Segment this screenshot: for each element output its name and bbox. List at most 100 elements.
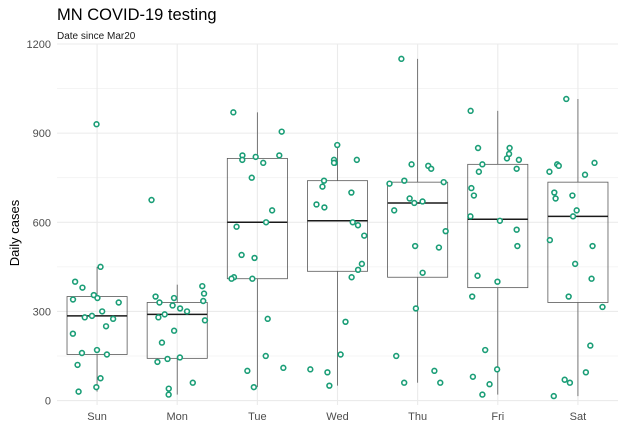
- data-point: [319, 183, 326, 190]
- data-point: [513, 165, 520, 172]
- data-point: [78, 349, 86, 357]
- data-point: [419, 269, 426, 276]
- data-point: [252, 153, 259, 161]
- data-point: [419, 198, 426, 205]
- data-point: [469, 373, 477, 380]
- data-point: [435, 244, 443, 251]
- data-point: [496, 217, 504, 224]
- boxplot: [547, 98, 609, 397]
- data-point: [493, 366, 501, 373]
- data-point: [102, 323, 110, 330]
- data-point: [563, 95, 570, 103]
- x-tick-label: Wed: [326, 411, 348, 423]
- data-point: [115, 299, 122, 306]
- data-point: [88, 312, 96, 320]
- x-tick-label: Sun: [87, 411, 107, 423]
- data-point: [248, 174, 255, 181]
- data-point: [307, 366, 314, 373]
- data-point: [546, 168, 553, 175]
- data-point: [321, 204, 328, 211]
- data-point: [550, 392, 557, 400]
- data-point: [164, 355, 171, 363]
- data-point: [393, 352, 400, 360]
- data-point: [349, 219, 356, 226]
- data-point: [565, 293, 572, 300]
- data-point: [238, 251, 245, 259]
- data-point: [268, 207, 276, 214]
- data-point: [200, 297, 207, 305]
- data-point: [353, 156, 361, 164]
- data-point: [326, 382, 333, 389]
- data-point: [552, 195, 559, 202]
- data-point: [260, 159, 267, 167]
- data-point: [468, 184, 475, 192]
- data-point: [348, 274, 355, 281]
- data-point: [280, 364, 287, 372]
- data-point: [264, 315, 271, 323]
- data-point: [244, 367, 251, 375]
- data-point: [358, 260, 366, 268]
- data-point: [515, 156, 523, 164]
- data-point: [93, 383, 100, 391]
- data-point: [169, 302, 176, 309]
- data-point: [582, 369, 590, 376]
- y-tick-label: 1200: [27, 39, 51, 51]
- data-point: [408, 161, 415, 168]
- data-point: [93, 121, 100, 128]
- jitter-points: [69, 55, 606, 400]
- data-point: [154, 358, 161, 366]
- data-point: [398, 55, 405, 63]
- data-point: [148, 196, 155, 204]
- data-point: [183, 308, 191, 315]
- data-point: [324, 369, 331, 376]
- data-point: [250, 383, 258, 391]
- data-point: [412, 305, 420, 312]
- data-point: [591, 159, 598, 167]
- data-point: [479, 161, 486, 168]
- data-point: [588, 275, 595, 282]
- data-point: [513, 226, 520, 233]
- data-point: [411, 199, 418, 207]
- data-point: [176, 354, 184, 361]
- data-point: [342, 318, 349, 326]
- y-tick-label: 900: [33, 128, 51, 140]
- data-point: [94, 294, 101, 302]
- data-point: [313, 201, 320, 208]
- data-point: [278, 128, 285, 135]
- data-point: [69, 296, 77, 303]
- data-point: [481, 346, 489, 354]
- y-axis-title: Daily cases: [7, 199, 22, 266]
- data-point: [551, 189, 558, 196]
- data-point: [599, 303, 606, 311]
- y-tick-label: 300: [33, 306, 51, 318]
- data-point: [589, 242, 596, 250]
- x-tick-label: Sat: [570, 411, 587, 423]
- data-point: [442, 227, 449, 235]
- data-point: [74, 361, 81, 369]
- data-point: [165, 391, 172, 398]
- data-point: [427, 165, 435, 172]
- data-point: [334, 141, 341, 149]
- x-tick-labels: Sun Mon Tue Wed Thu Fri Sat: [87, 411, 586, 423]
- data-point: [199, 282, 206, 290]
- data-point: [401, 177, 408, 184]
- data-point: [81, 314, 88, 321]
- data-point: [431, 367, 438, 375]
- data-point: [569, 213, 577, 220]
- data-point: [103, 351, 111, 358]
- data-point: [514, 242, 521, 250]
- data-point: [406, 195, 413, 202]
- data-point: [437, 379, 444, 386]
- data-point: [158, 339, 166, 346]
- data-point: [494, 278, 501, 285]
- data-point: [411, 242, 419, 250]
- data-point: [470, 192, 478, 199]
- data-point: [230, 109, 237, 116]
- data-point: [354, 222, 362, 229]
- data-point: [165, 385, 172, 392]
- data-point: [587, 342, 594, 349]
- data-point: [555, 162, 562, 170]
- x-tick-label: Fri: [491, 411, 504, 423]
- data-point: [386, 180, 393, 187]
- data-point: [262, 219, 270, 226]
